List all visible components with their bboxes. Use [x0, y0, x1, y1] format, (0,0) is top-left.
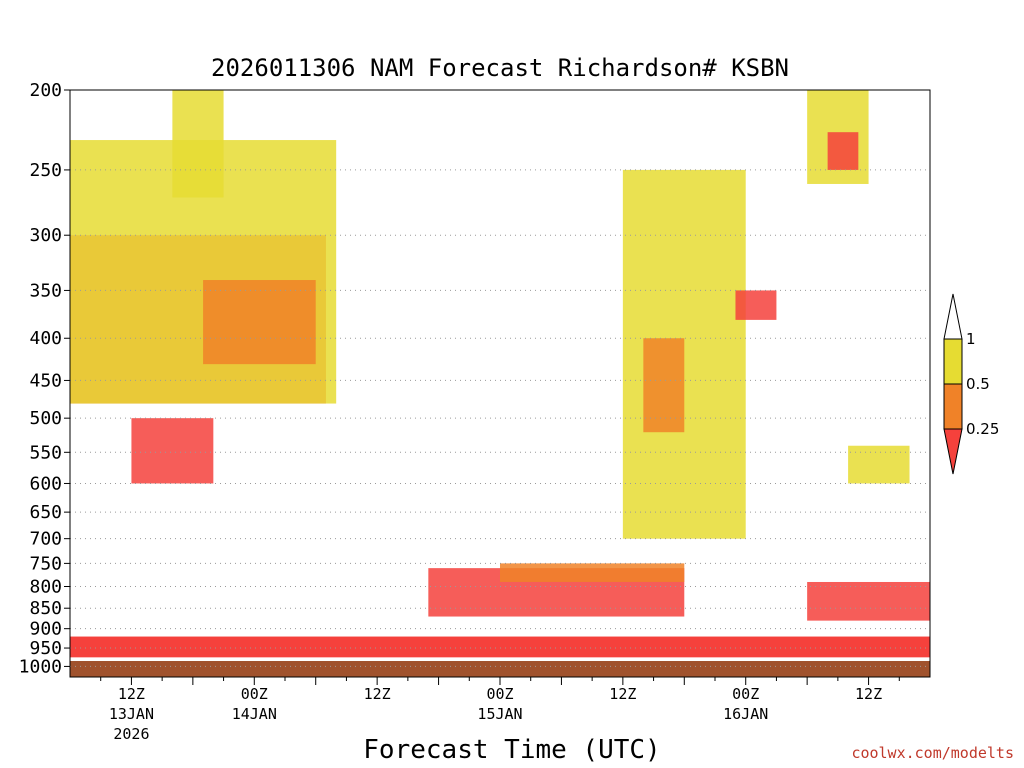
y-tick-label-600: 600: [29, 473, 62, 494]
y-tick-label-800: 800: [29, 576, 62, 597]
y-tick-label-200: 200: [29, 80, 62, 101]
y-tick-label-900: 900: [29, 619, 62, 640]
x-axis-label: Forecast Time (UTC): [363, 735, 660, 765]
ri-region-right-mid-red: [735, 290, 777, 320]
y-tick-label-450: 450: [29, 370, 62, 391]
legend-label: 0.25: [966, 420, 999, 438]
legend-swatch-0.25-0.5: [943, 383, 963, 430]
x-tick-label: 12Z: [855, 685, 882, 703]
credit-label: coolwx.com/modelts: [851, 744, 1014, 762]
y-tick-label-650: 650: [29, 502, 62, 523]
plot-area: [70, 90, 930, 677]
y-tick-label-750: 750: [29, 553, 62, 574]
x-tick-label: 00Z: [732, 685, 759, 703]
ri-region-upper-left-yellow-top: [172, 90, 224, 198]
y-tick-label-700: 700: [29, 529, 62, 550]
y-tick-label-1000: 1000: [19, 656, 62, 677]
x-tick-date: 14JAN: [232, 705, 277, 723]
x-tick-year: 2026: [113, 725, 149, 743]
x-tick-label: 00Z: [241, 685, 268, 703]
x-tick-label: 12Z: [364, 685, 391, 703]
legend-swatch-0.5-1: [943, 338, 963, 385]
ri-region-low-level-top-day2: [500, 563, 685, 582]
x-tick-label: 12Z: [609, 685, 636, 703]
x-tick-label: 12Z: [118, 685, 145, 703]
ri-region-late-low-layer: [807, 581, 930, 621]
ground-fill: [70, 661, 930, 677]
y-axis: 200 250 300 350 400 450 500 550 600 650 700 7508008…: [19, 80, 70, 677]
chart-title: 2026011306 NAM Forecast Richardson# KSBN: [211, 54, 789, 82]
y-tick-label-500: 500: [29, 408, 62, 429]
legend-label: 1: [966, 330, 976, 348]
y-tick-label-850: 850: [29, 598, 62, 619]
x-tick-label: 00Z: [486, 685, 513, 703]
y-tick-label-400: 400: [29, 328, 62, 349]
y-tick-label-350: 350: [29, 280, 62, 301]
x-axis: 12Z 13JAN 2026 00Z 14JAN 12Z 00Z 15JAN 12Z 00Z 16J…: [100, 677, 900, 743]
y-tick-label-550: 550: [29, 442, 62, 463]
ri-region-mid-left-streak: [131, 418, 214, 484]
ri-region-late-mid-yellow: [848, 445, 910, 484]
legend-swatch-above-1: [943, 293, 963, 340]
ri-region-top-right-red: [827, 132, 859, 170]
x-tick-date: 13JAN: [109, 705, 154, 723]
gridlines: [70, 169, 930, 667]
near-surface-band: [70, 636, 930, 658]
y-tick-label-950: 950: [29, 638, 62, 659]
legend-label: 0.5: [966, 375, 990, 393]
x-tick-date: 16JAN: [723, 705, 768, 723]
y-tick-label-250: 250: [29, 160, 62, 181]
legend: 1 0.5 0.25: [943, 293, 999, 475]
ri-region-upper-right-column-core: [643, 338, 685, 433]
legend-swatch-below-0.25: [943, 428, 963, 475]
y-tick-label-300: 300: [29, 225, 62, 246]
ri-region-upper-left-orange: [203, 280, 316, 365]
x-tick-date: 15JAN: [477, 705, 522, 723]
